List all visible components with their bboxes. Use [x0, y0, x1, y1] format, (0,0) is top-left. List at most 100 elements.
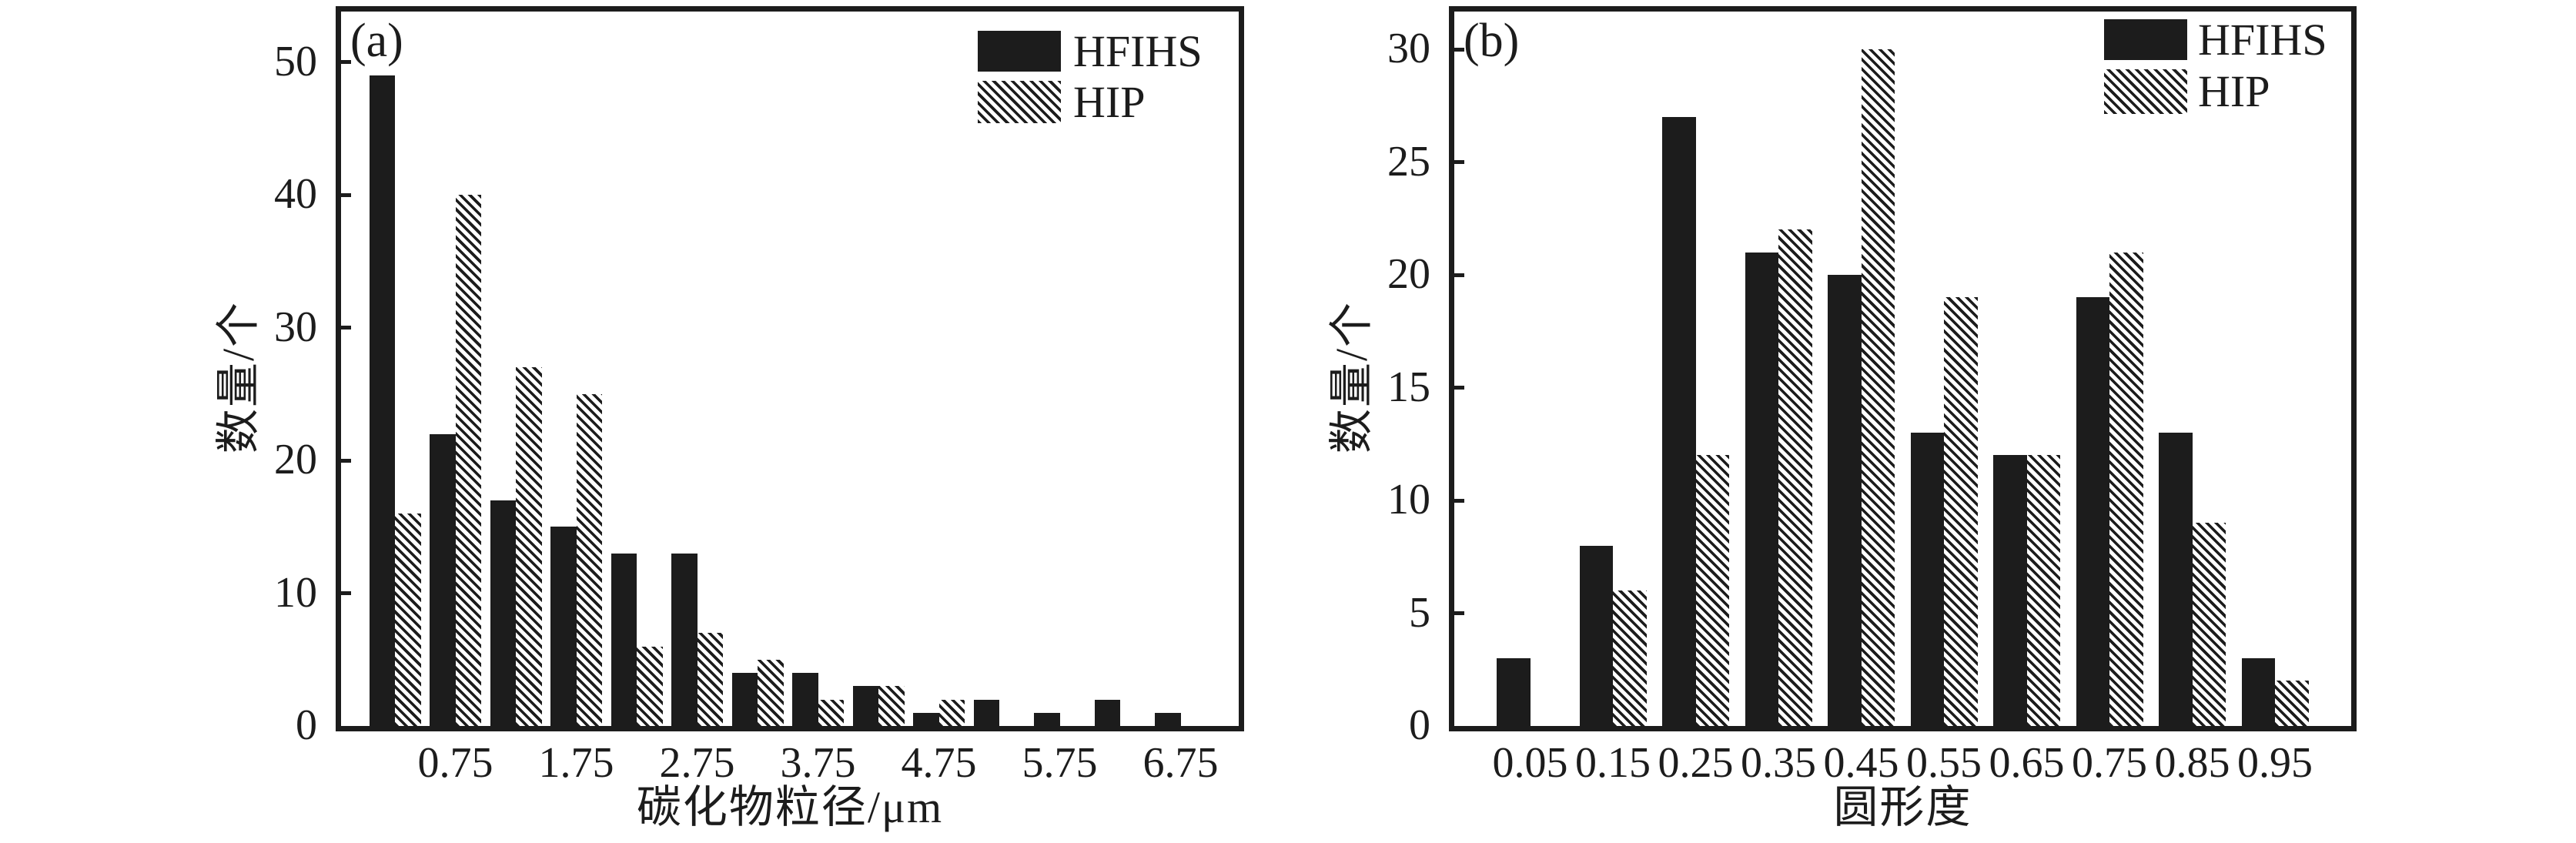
- bar-hfihs-0.95: [2241, 658, 2275, 726]
- bar-hfihs-0.35: [1745, 252, 1778, 726]
- bar-hfihs-0.25: [369, 75, 395, 726]
- bar-hfihs-4.75: [913, 712, 939, 726]
- bar-hip-0.75: [2109, 252, 2143, 726]
- y-tick-label: 30: [1387, 24, 1430, 72]
- x-tick-label: 0.35: [1741, 739, 1816, 787]
- x-tick-label: 0.75: [417, 739, 493, 787]
- bar-hfihs-2.75: [671, 553, 698, 726]
- bar-hip-2.25: [637, 646, 663, 726]
- bar-hip-3.25: [758, 659, 784, 726]
- x-axis-title: 圆形度: [1833, 782, 1972, 832]
- bar-hip-0.25: [395, 513, 421, 726]
- bar-hip-0.65: [2026, 455, 2060, 726]
- x-tick-label: 6.75: [1142, 739, 1219, 787]
- y-tick-label: 30: [274, 303, 317, 351]
- y-tick-label: 40: [274, 169, 317, 218]
- y-tick-label: 50: [274, 37, 317, 85]
- legend-label-hip: HIP: [2198, 66, 2270, 116]
- y-tick-mark: [341, 60, 351, 64]
- bar-hfihs-0.25: [1662, 116, 1696, 726]
- x-tick-label: 0.15: [1575, 739, 1651, 787]
- x-tick-label: 0.45: [1823, 739, 1899, 787]
- bar-hfihs-5.25: [973, 699, 999, 726]
- bar-hip-4.25: [878, 686, 905, 726]
- legend-swatch-hip: [2104, 69, 2187, 114]
- bar-hfihs-6.75: [1155, 712, 1181, 726]
- y-tick-mark: [1454, 160, 1464, 164]
- y-tick-mark: [1454, 611, 1464, 615]
- bar-hip-0.25: [1695, 455, 1729, 726]
- bar-hfihs-5.75: [1034, 712, 1060, 726]
- y-tick-mark: [341, 591, 351, 595]
- bar-hfihs-1.25: [490, 500, 516, 726]
- bar-hfihs-0.55: [1910, 433, 1944, 726]
- bar-hfihs-0.85: [2159, 433, 2193, 726]
- bar-hip-2.75: [697, 633, 723, 726]
- x-tick-label: 5.75: [1022, 739, 1098, 787]
- bar-hfihs-6.25: [1094, 699, 1120, 726]
- x-tick-label: 0.55: [1906, 739, 1982, 787]
- y-tick-mark: [341, 458, 351, 463]
- plot-box-a: [336, 6, 1244, 731]
- y-tick-mark: [1454, 498, 1464, 503]
- bar-hfihs-3.75: [792, 673, 818, 726]
- x-tick-label: 3.75: [780, 739, 856, 787]
- y-tick-mark: [1454, 386, 1464, 390]
- bar-hfihs-0.75: [430, 433, 456, 726]
- y-axis-title: 数量/个: [1326, 300, 1377, 454]
- y-tick-label: 20: [1387, 249, 1430, 298]
- y-tick-label: 0: [1409, 701, 1430, 749]
- bar-hip-0.85: [2192, 523, 2226, 726]
- legend-swatch-hfihs: [978, 31, 1061, 72]
- bar-hip-0.75: [455, 195, 481, 726]
- x-tick-label: 0.75: [2072, 739, 2147, 787]
- x-tick-label: 0.65: [1989, 739, 2065, 787]
- bar-hfihs-0.65: [1993, 455, 2027, 726]
- bar-hfihs-1.75: [550, 527, 577, 726]
- x-tick-label: 4.75: [901, 739, 977, 787]
- panel-label-a: (a): [350, 15, 403, 67]
- bar-hip-1.25: [516, 367, 542, 726]
- legend-label-hfihs: HFIHS: [2198, 14, 2327, 65]
- y-tick-mark: [341, 326, 351, 330]
- x-tick-label: 1.75: [538, 739, 614, 787]
- x-axis-title: 碳化物粒径/μm: [636, 782, 944, 832]
- bar-hip-3.75: [818, 699, 844, 726]
- legend-label-hip: HIP: [1073, 76, 1146, 127]
- y-tick-mark: [341, 192, 351, 197]
- y-tick-mark: [1454, 273, 1464, 277]
- legend-swatch-hip: [978, 81, 1061, 123]
- x-tick-label: 0.95: [2237, 739, 2313, 787]
- y-tick-label: 10: [1387, 475, 1430, 524]
- x-tick-label: 0.05: [1492, 739, 1568, 787]
- bar-hfihs-0.15: [1579, 545, 1613, 726]
- bar-hfihs-0.45: [1828, 275, 1862, 726]
- y-tick-label: 15: [1387, 363, 1430, 411]
- bar-hip-0.45: [1861, 49, 1895, 726]
- x-tick-label: 0.85: [2154, 739, 2230, 787]
- bar-hip-0.35: [1778, 229, 1812, 726]
- y-tick-label: 25: [1387, 137, 1430, 186]
- bar-hip-0.95: [2275, 681, 2309, 726]
- plot-box-b: [1449, 6, 2357, 731]
- bar-hfihs-0.75: [2076, 297, 2109, 726]
- bar-hfihs-4.25: [852, 686, 878, 726]
- bar-hfihs-2.25: [611, 553, 637, 726]
- y-tick-label: 5: [1409, 588, 1430, 637]
- y-tick-label: 0: [296, 701, 317, 749]
- bar-hip-4.75: [938, 699, 965, 726]
- y-tick-label: 10: [274, 568, 317, 617]
- bar-hip-0.55: [1944, 297, 1978, 726]
- y-tick-label: 20: [274, 435, 317, 483]
- bar-hfihs-3.25: [731, 673, 758, 726]
- bar-hip-1.75: [576, 393, 602, 726]
- bar-hip-0.15: [1613, 590, 1647, 726]
- bar-hfihs-0.05: [1497, 658, 1531, 726]
- panel-label-b: (b): [1464, 15, 1520, 67]
- y-tick-mark: [1454, 47, 1464, 52]
- legend-swatch-hfihs: [2104, 19, 2187, 60]
- x-tick-label: 0.25: [1658, 739, 1734, 787]
- x-tick-label: 2.75: [659, 739, 735, 787]
- legend-label-hfihs: HFIHS: [1073, 25, 1203, 76]
